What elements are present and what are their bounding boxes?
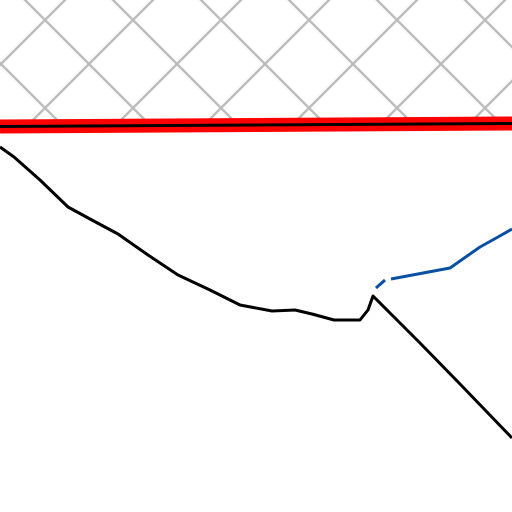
waterway-dash [375, 278, 386, 290]
boundary-black [0, 122, 512, 128]
road [0, 145, 512, 440]
hatched-area [0, 0, 512, 124]
waterway [390, 227, 512, 281]
